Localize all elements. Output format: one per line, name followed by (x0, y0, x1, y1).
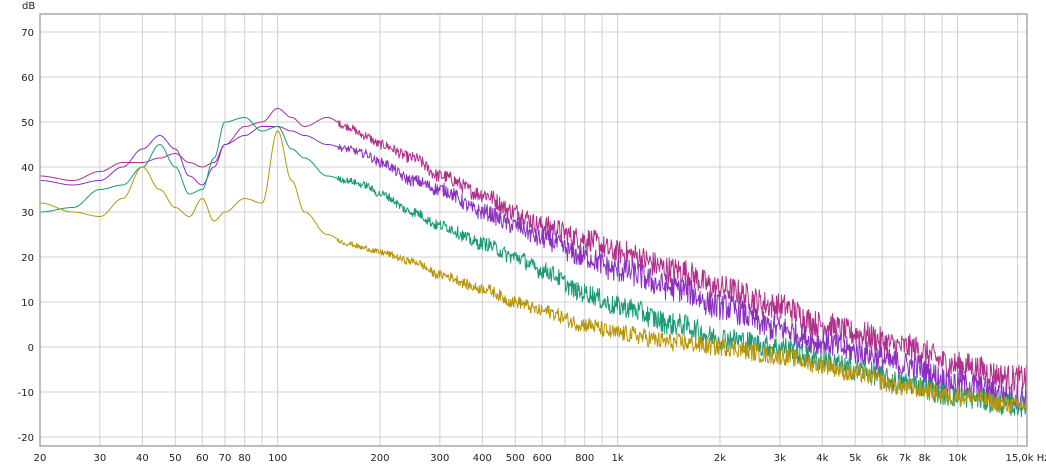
x-tick-label: 8k (919, 453, 931, 464)
series-line-1 (40, 108, 1028, 393)
x-tick-label: 3k (774, 453, 786, 464)
x-tick-label: 2k (714, 453, 726, 464)
x-tick-label: 500 (506, 453, 525, 464)
x-tick-label: 20 (34, 453, 47, 464)
series-line-4 (39, 130, 1028, 414)
x-tick-label: 400 (473, 453, 492, 464)
y-tick-label: 0 (28, 343, 34, 354)
y-tick-label: 20 (21, 253, 34, 264)
y-tick-label: 50 (21, 118, 34, 129)
y-axis-ticks: 70 60 50 40 30 20 10 0 -10 -20 (18, 28, 34, 444)
y-tick-label: 30 (21, 208, 34, 219)
series-line-3 (40, 117, 1028, 418)
plot-frame (39, 13, 1028, 447)
y-tick-label: 40 (21, 163, 34, 174)
y-tick-label: -10 (18, 388, 34, 399)
x-tick-label: 4k (816, 453, 828, 464)
x-tick-label: 600 (533, 453, 552, 464)
x-tick-label: 60 (196, 453, 209, 464)
x-tick-label: 30 (94, 453, 107, 464)
y-tick-label: 10 (21, 298, 34, 309)
x-tick-label: 7k (899, 453, 911, 464)
x-tick-label: 800 (575, 453, 594, 464)
series-line-2 (40, 126, 1028, 411)
series-layer (39, 108, 1028, 418)
x-tick-label: 40 (136, 453, 149, 464)
x-tick-label: 80 (238, 453, 251, 464)
x-tick-label: 50 (169, 453, 182, 464)
x-tick-label: 10k (948, 453, 967, 464)
y-tick-label: 70 (21, 28, 34, 39)
x-tick-label: 5k (849, 453, 861, 464)
x-tick-label: 200 (370, 453, 389, 464)
x-tick-label: 300 (430, 453, 449, 464)
x-tick-label: 6k (876, 453, 888, 464)
y-tick-label: 60 (21, 73, 34, 84)
x-tick-label: 70 (219, 453, 232, 464)
y-axis-label: dB (22, 1, 35, 12)
plot-background (40, 14, 1027, 446)
x-axis-ticks: 20 30 40 50 60 70 80 100 200 300 400 500 600 800 1k 2k 3… (34, 453, 1046, 464)
x-tick-label: 1k (612, 453, 624, 464)
x-tick-label: 15,0k Hz (1005, 453, 1046, 464)
y-tick-label: -20 (18, 433, 34, 444)
x-tick-label: 100 (268, 453, 287, 464)
